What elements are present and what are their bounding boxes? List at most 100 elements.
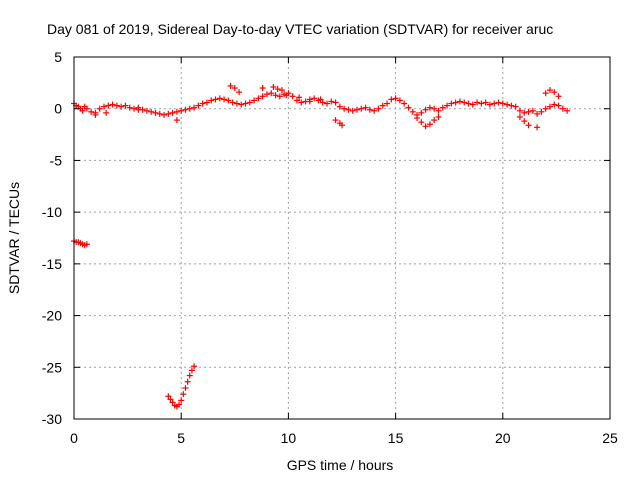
data-point	[396, 97, 403, 104]
data-point	[341, 105, 348, 112]
data-point	[184, 378, 191, 385]
data-point	[332, 99, 339, 106]
data-point	[246, 99, 253, 106]
data-point	[143, 107, 150, 114]
chart-title: Day 081 of 2019, Sidereal Day-to-day VTE…	[47, 21, 553, 37]
data-point	[165, 110, 172, 117]
data-point	[203, 99, 210, 106]
data-point	[478, 100, 485, 107]
data-point	[101, 103, 108, 110]
data-point	[317, 96, 324, 103]
data-point	[319, 99, 326, 106]
data-point	[186, 372, 193, 379]
data-point	[379, 102, 386, 109]
data-point	[122, 102, 129, 109]
data-point	[293, 97, 300, 104]
data-point	[231, 85, 238, 92]
data-point	[504, 101, 511, 108]
data-point	[96, 105, 103, 112]
data-point	[173, 117, 180, 124]
data-point	[388, 96, 395, 103]
data-point	[431, 117, 438, 124]
data-point	[495, 99, 502, 106]
data-point	[233, 100, 240, 107]
data-point	[216, 95, 223, 102]
data-point	[105, 102, 112, 109]
data-point	[83, 241, 90, 248]
data-point	[491, 100, 498, 107]
data-point	[435, 113, 442, 120]
data-point	[103, 109, 110, 116]
data-point	[349, 107, 356, 114]
y-tick-label: -10	[42, 204, 62, 220]
data-point	[546, 87, 553, 94]
data-point	[538, 108, 545, 115]
data-point	[83, 105, 90, 112]
x-tick-label: 5	[177, 430, 185, 446]
data-point	[448, 100, 455, 107]
data-point	[456, 98, 463, 105]
data-point	[469, 101, 476, 108]
data-point	[551, 89, 558, 96]
data-point	[465, 100, 472, 107]
data-point	[418, 119, 425, 126]
data-point	[227, 82, 234, 89]
x-axis-label: GPS time / hours	[287, 457, 394, 473]
data-point	[156, 110, 163, 117]
data-point	[555, 102, 562, 109]
data-point	[521, 109, 528, 116]
y-tick-label: -25	[42, 359, 62, 375]
data-point	[559, 105, 566, 112]
data-point	[362, 104, 369, 111]
data-point	[180, 391, 187, 398]
data-point	[276, 93, 283, 100]
data-point	[109, 101, 116, 108]
data-point	[444, 102, 451, 109]
data-point	[169, 399, 176, 406]
data-point	[191, 363, 198, 370]
data-point	[306, 98, 313, 105]
y-tick-label: -30	[42, 411, 62, 427]
data-point	[358, 105, 365, 112]
grid-lines	[74, 57, 610, 419]
data-point	[499, 100, 506, 107]
data-point	[88, 108, 95, 115]
data-point	[118, 103, 125, 110]
data-point	[278, 87, 285, 94]
data-point	[199, 100, 206, 107]
data-point	[272, 92, 279, 99]
x-tick-label: 10	[281, 430, 297, 446]
data-point	[152, 109, 159, 116]
data-point	[482, 99, 489, 106]
data-point	[414, 115, 421, 122]
data-point	[79, 107, 86, 114]
data-point	[422, 123, 429, 130]
data-point	[178, 397, 185, 404]
y-tick-label: 0	[54, 101, 62, 117]
data-series-sdtvar	[71, 82, 571, 410]
data-point	[435, 107, 442, 114]
data-point	[139, 106, 146, 113]
data-point	[173, 108, 180, 115]
data-point	[255, 95, 262, 102]
axis-ticks: 0 5 10 15 20 25 5 0 -5 -10 -15 -20 -25 -30	[42, 49, 618, 446]
plot-frame	[73, 56, 611, 420]
data-point	[135, 104, 142, 111]
data-point	[169, 109, 176, 116]
x-tick-label: 15	[388, 430, 404, 446]
data-point	[461, 99, 468, 106]
y-tick-label: -20	[42, 308, 62, 324]
data-point	[439, 104, 446, 111]
data-point	[516, 113, 523, 120]
y-tick-label: -15	[42, 256, 62, 272]
data-point	[345, 106, 352, 113]
data-point	[298, 99, 305, 106]
data-point	[332, 117, 339, 124]
data-point	[126, 104, 133, 111]
data-point	[92, 111, 99, 118]
data-point	[323, 100, 330, 107]
data-point	[167, 396, 174, 403]
data-point	[431, 105, 438, 112]
x-tick-label: 25	[602, 430, 618, 446]
